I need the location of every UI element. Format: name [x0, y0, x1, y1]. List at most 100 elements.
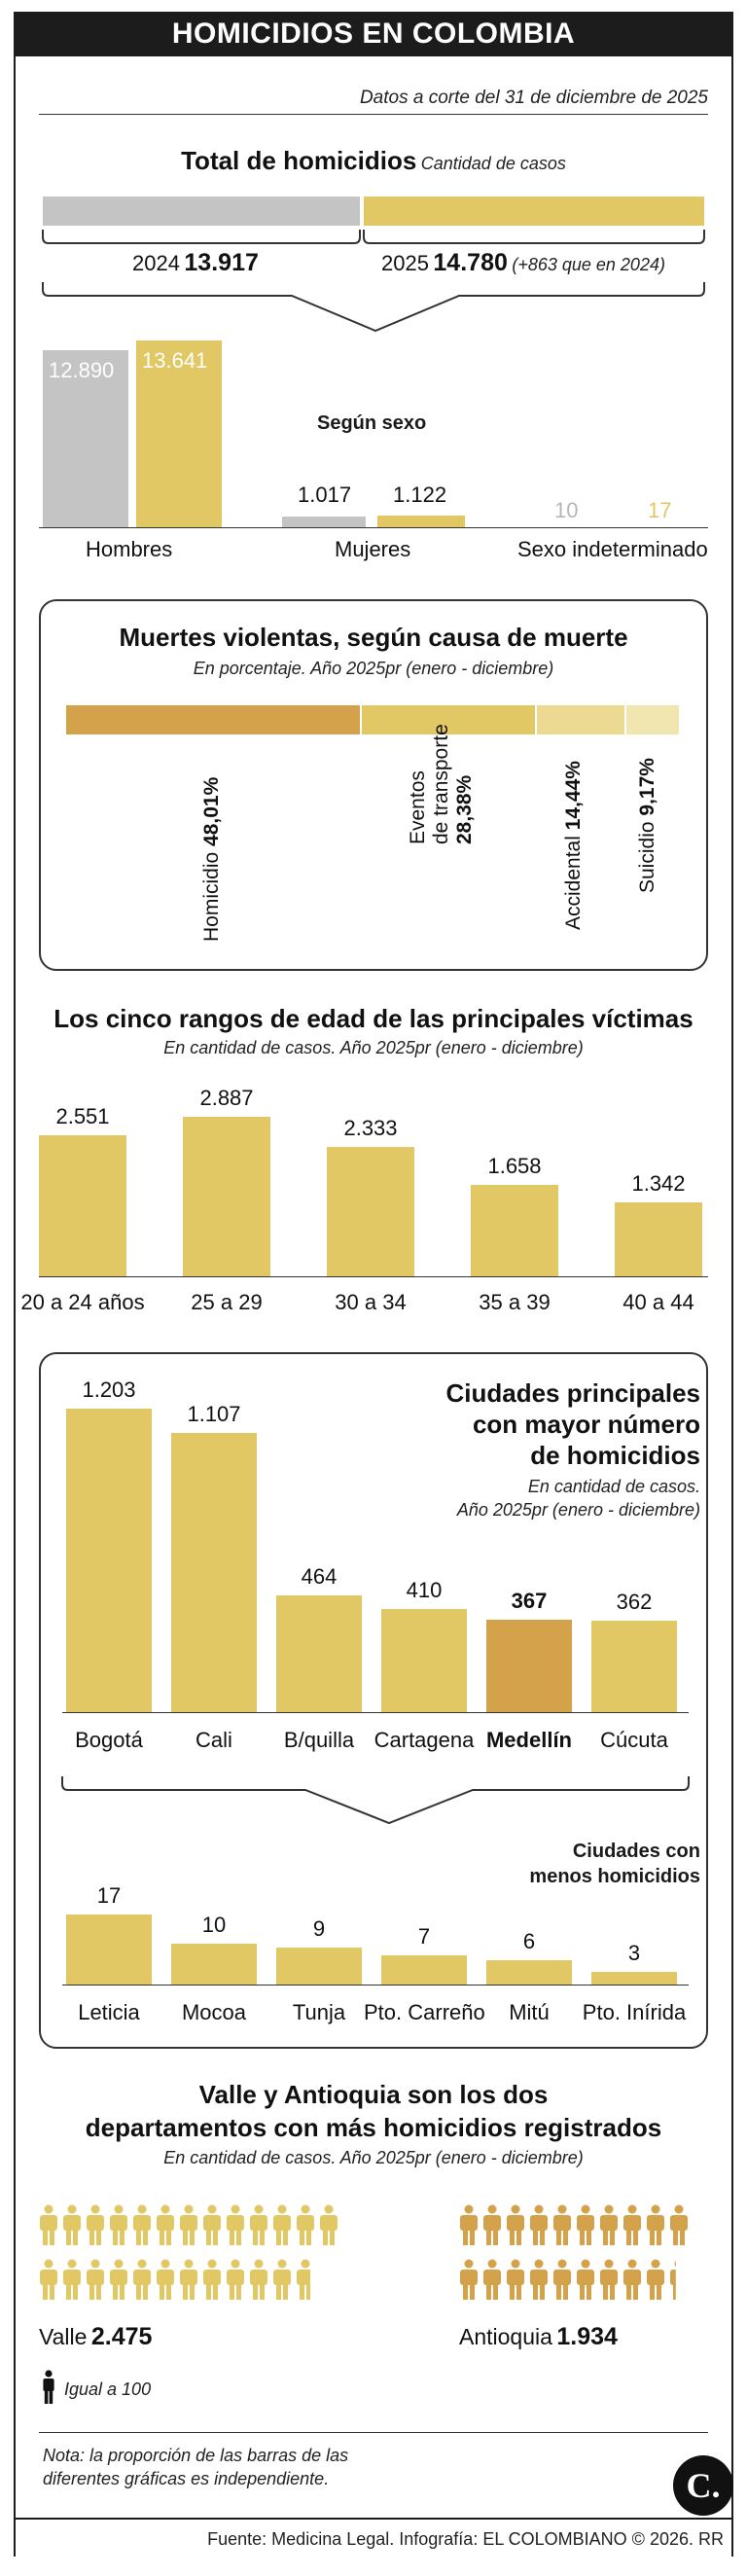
total-2025-value: 14.780	[433, 249, 508, 276]
small-city-value-label: 7	[417, 1924, 431, 1950]
valle-person-icon	[227, 2204, 244, 2245]
legend-person-icon	[43, 2370, 54, 2404]
bar-hombres-2025	[136, 340, 222, 527]
edad-category-label: 35 a 39	[479, 1290, 551, 1314]
valle-person-icon	[40, 2204, 57, 2245]
city-merge-bracket	[61, 1776, 690, 1825]
city-category-label: B/quilla	[283, 1728, 355, 1752]
note-line-1: Nota: la proporción de las barras de las	[43, 2446, 349, 2465]
ciudades-subtitle-2: Año 2025pr (enero - diciembre)	[456, 1500, 700, 1520]
edad-value-label: 2.551	[55, 1104, 110, 1129]
title-text: HOMICIDIOS EN COLOMBIA	[171, 18, 576, 50]
edad-category-label: 30 a 34	[335, 1290, 407, 1314]
label-indet-2025: 17	[648, 498, 672, 522]
bar-mujeres-2024	[282, 517, 366, 527]
antioquia-person-icon	[670, 2204, 688, 2245]
small-city-bar	[591, 1972, 677, 1985]
sexo-title: Según sexo	[317, 412, 427, 434]
city-category-label: Cúcuta	[600, 1728, 668, 1752]
edad-value-label: 2.333	[343, 1116, 398, 1141]
infographic-frame	[14, 56, 733, 2557]
causa-stacked-bar	[66, 705, 679, 734]
bar-mujeres-2025	[377, 516, 465, 527]
city-bar	[276, 1594, 362, 1712]
ciudades-title-1: Ciudades principales	[445, 1378, 700, 1408]
ciudades-subtitle-1: En cantidad de casos.	[527, 1477, 700, 1496]
total-2024-value: 13.917	[184, 249, 259, 276]
valle-person-icon	[180, 2259, 197, 2300]
ciudades-menos-heading: Ciudades con menos homicidios	[529, 1839, 700, 1889]
label-mujeres-2024: 1.017	[298, 483, 352, 507]
edad-value-label: 1.658	[487, 1153, 542, 1178]
city-category-label: Cartagena	[374, 1728, 475, 1752]
note-divider	[39, 2432, 708, 2433]
ciudades-heading: Ciudades principales con mayor número de…	[445, 1377, 700, 1521]
edad-heading: Los cinco rangos de edad de las principa…	[0, 1004, 747, 1058]
totals-heading: Total de homicidios Cantidad de casos	[0, 146, 747, 176]
edad-title: Los cinco rangos de edad de las principa…	[53, 1004, 694, 1033]
antioquia-person-icon	[553, 2259, 571, 2300]
totals-title: Total de homicidios	[181, 146, 417, 175]
bracket-2024	[42, 230, 361, 244]
antioquia-person-icon	[600, 2259, 618, 2300]
ciudades-menos-title-2: menos homicidios	[529, 1866, 700, 1887]
valle-person-icon	[110, 2259, 127, 2300]
valle-person-icon	[320, 2204, 338, 2245]
city-category-label: Medellín	[485, 1728, 572, 1752]
small-city-bar	[66, 1914, 152, 1985]
dep-subtitle: En cantidad de casos. Año 2025pr (enero …	[163, 2148, 584, 2167]
valle-person-icon	[157, 2259, 174, 2300]
city-category-label: Cali	[196, 1728, 232, 1752]
city-value-label: 410	[406, 1577, 443, 1602]
label-hombres-2024: 12.890	[49, 358, 115, 382]
footer-divider	[14, 2518, 733, 2520]
small-city-category-label: Tunja	[292, 2000, 346, 2024]
city-value-label: 1.203	[82, 1377, 136, 1402]
cat-hombres: Hombres	[86, 537, 173, 561]
small-city-value-label: 9	[312, 1915, 326, 1941]
date-note: Datos a corte del 31 de diciembre de 202…	[359, 88, 708, 108]
valle-person-icon	[273, 2259, 291, 2300]
causa-seg-accidental	[537, 705, 624, 734]
city-bar	[486, 1619, 572, 1712]
year-2024: 2024	[132, 251, 180, 275]
dep-title-2: departamentos con más homicidios registr…	[85, 2113, 662, 2142]
total-2024-label: 2024 13.917	[132, 249, 259, 277]
ciudades-menos-axis	[62, 1985, 689, 1986]
total-2024-bar	[43, 197, 360, 226]
antioquia-value: 1.934	[556, 2323, 618, 2350]
bar-hombres-2024	[43, 350, 128, 527]
antioquia-person-icon	[530, 2259, 548, 2300]
causa-seg-suicidio	[626, 705, 679, 734]
edad-value-label: 2.887	[199, 1086, 254, 1110]
valle-person-icon	[250, 2204, 267, 2245]
bracket-2025	[363, 230, 705, 244]
antioquia-person-icon	[553, 2204, 571, 2245]
antioquia-person-icon	[623, 2204, 641, 2245]
valle-person-icon	[203, 2259, 221, 2300]
sexo-axis	[39, 527, 708, 528]
antioquia-person-icon	[460, 2204, 478, 2245]
causa-subtitle: En porcentaje. Año 2025pr (enero - dicie…	[193, 659, 554, 678]
valle-person-icon	[297, 2259, 310, 2300]
cat-indeterminado: Sexo indeterminado	[517, 537, 708, 561]
edad-bar	[39, 1135, 126, 1276]
city-bar	[171, 1432, 257, 1712]
small-city-category-label: Mocoa	[181, 2000, 247, 2024]
valle-person-icon	[63, 2204, 81, 2245]
antioquia-person-icon	[647, 2204, 664, 2245]
city-value-label: 362	[616, 1590, 653, 1615]
small-city-value-label: 17	[96, 1883, 122, 1908]
city-value-label: 464	[301, 1563, 338, 1589]
valle-person-icon	[63, 2259, 81, 2300]
valle-person-icon	[157, 2204, 174, 2245]
small-city-value-label: 6	[522, 1928, 536, 1953]
edad-bar	[183, 1117, 270, 1276]
valle-person-icon	[87, 2259, 104, 2300]
year-2025: 2025	[381, 251, 429, 275]
city-category-label: Bogotá	[75, 1728, 143, 1752]
ciudades-title-2: con mayor número	[472, 1410, 700, 1439]
ciudades-axis	[62, 1712, 689, 1713]
edad-category-label: 40 a 44	[622, 1290, 694, 1314]
